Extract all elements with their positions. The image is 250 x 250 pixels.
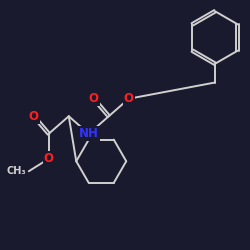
Text: CH₃: CH₃ — [6, 166, 26, 176]
Text: O: O — [29, 110, 39, 123]
Text: O: O — [44, 152, 54, 165]
Text: NH: NH — [79, 127, 99, 140]
Text: O: O — [124, 92, 134, 105]
Text: O: O — [89, 92, 99, 105]
